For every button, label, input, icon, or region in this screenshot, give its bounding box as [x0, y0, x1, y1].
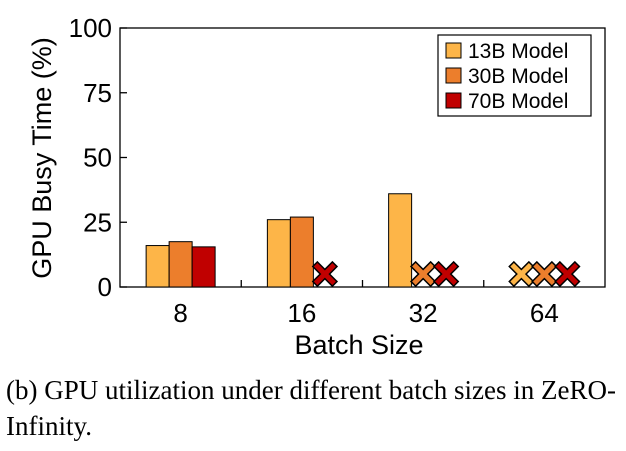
oom-marker: [510, 263, 533, 286]
y-tick-label: 50: [83, 143, 112, 173]
oom-marker: [313, 263, 336, 286]
x-tick-label: 64: [530, 298, 559, 328]
legend-swatch: [445, 92, 462, 109]
bar: [191, 246, 216, 288]
x-axis-label: Batch Size: [294, 330, 423, 360]
legend-label: 70B Model: [468, 90, 568, 113]
legend-label: 30B Model: [468, 65, 568, 88]
bar: [145, 245, 170, 288]
bar: [266, 219, 291, 288]
oom-marker: [435, 263, 458, 286]
oom-marker: [556, 263, 579, 286]
oom-marker: [412, 263, 435, 286]
x-tick-label: 8: [173, 298, 187, 328]
legend-swatch: [445, 67, 462, 84]
bar: [289, 216, 314, 288]
x-tick-label: 16: [287, 298, 316, 328]
y-tick-label: 0: [98, 272, 112, 302]
bar: [388, 193, 413, 288]
legend-box: [437, 34, 592, 117]
x-tick-label: 32: [409, 298, 438, 328]
legend-label: 13B Model: [468, 40, 568, 63]
y-axis-label: GPU Busy Time (%): [27, 37, 57, 279]
bar: [168, 241, 193, 288]
figure-caption: (b) GPU utilization under different batc…: [6, 375, 616, 441]
y-tick-label: 75: [83, 78, 112, 108]
y-tick-label: 25: [83, 207, 112, 237]
y-tick-label: 100: [69, 13, 112, 43]
oom-marker: [533, 263, 556, 286]
legend-swatch: [445, 42, 462, 59]
